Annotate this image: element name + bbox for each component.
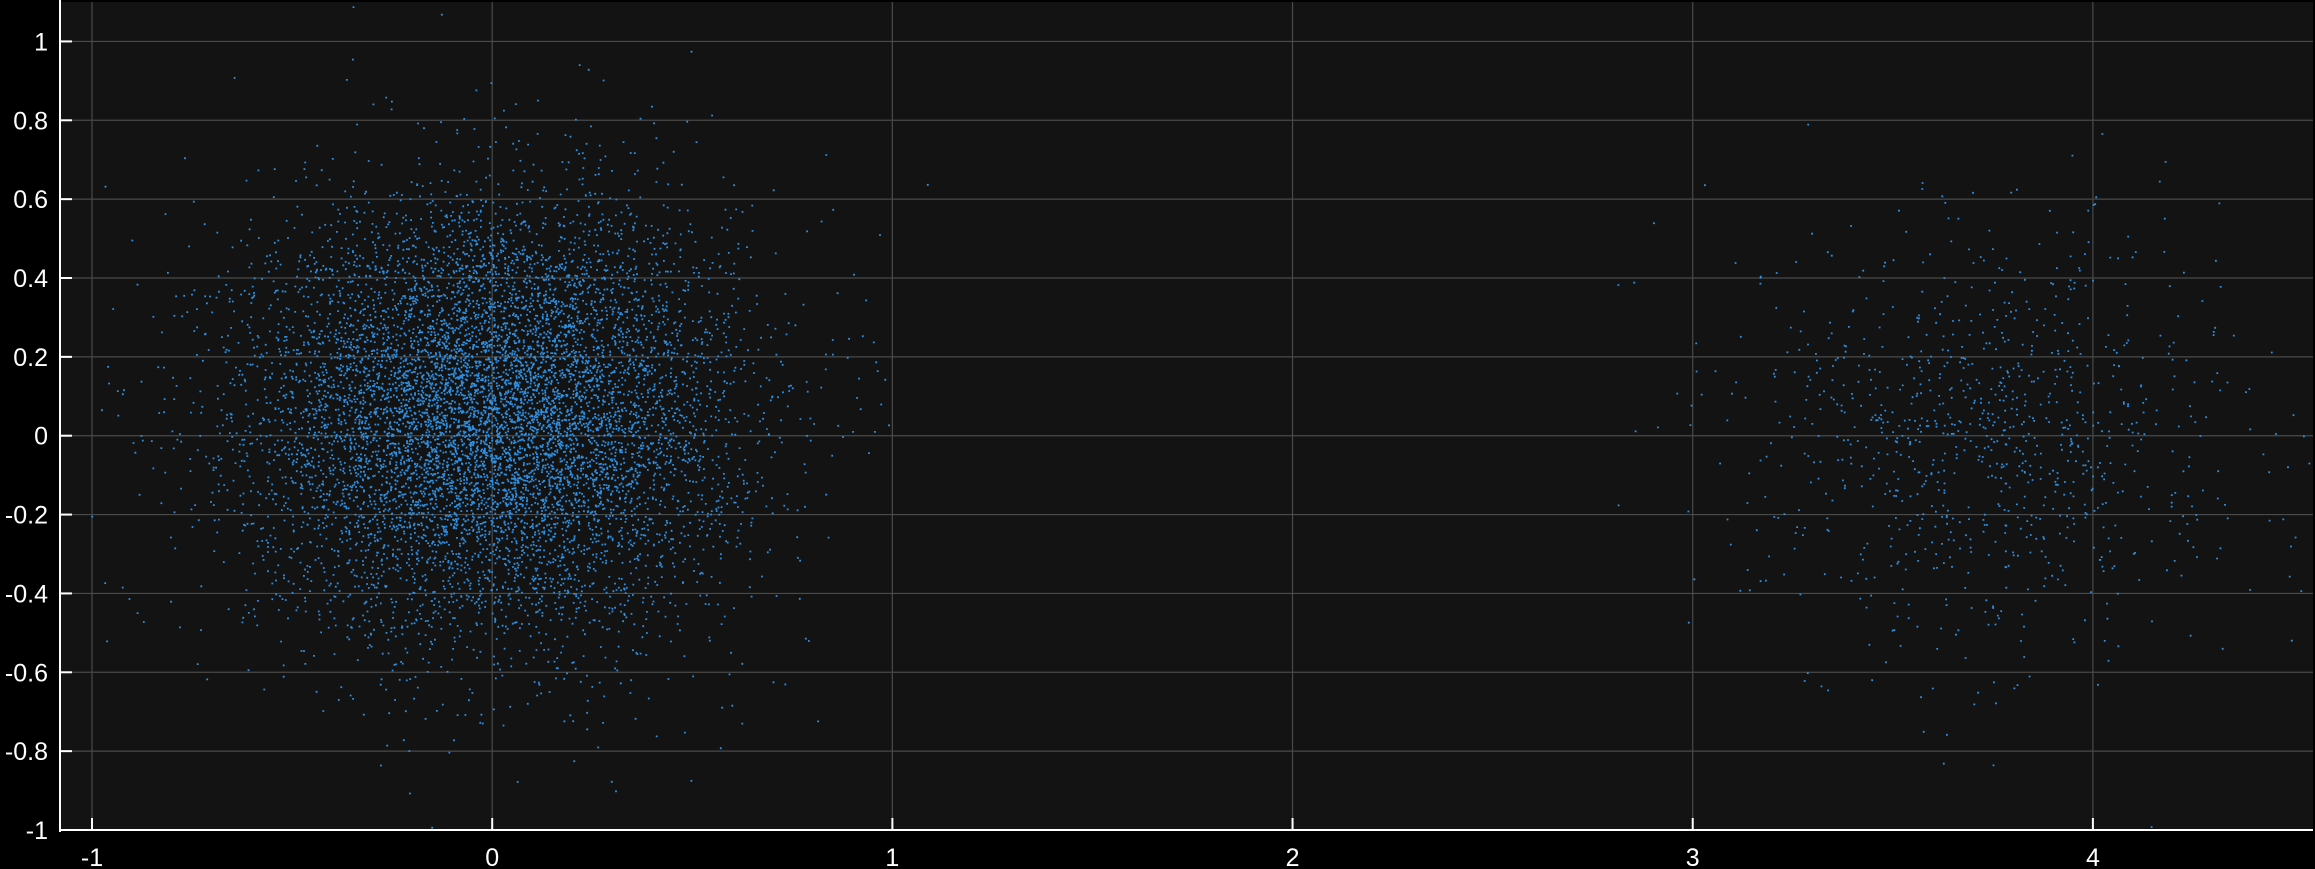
y-tick-label: 0 xyxy=(34,423,48,451)
grid-lines xyxy=(60,2,2313,831)
x-axis-ticks: -1 0 1 2 3 4 xyxy=(81,818,2100,869)
x-tick-label: 3 xyxy=(1686,844,1700,869)
plot-background xyxy=(60,2,2313,830)
y-tick-label: 0.6 xyxy=(13,186,48,214)
y-tick-label: -1 xyxy=(26,817,48,845)
y-tick-label: 0.2 xyxy=(13,344,48,372)
y-tick-label: 1 xyxy=(34,28,48,56)
y-tick-label: 0.4 xyxy=(13,265,48,293)
x-tick-label: 0 xyxy=(485,844,499,869)
y-tick-label: -0.8 xyxy=(5,738,48,766)
x-tick-label: 4 xyxy=(2086,844,2100,869)
x-tick-label: 2 xyxy=(1286,844,1300,869)
axes xyxy=(59,0,2313,832)
y-tick-label: 0.8 xyxy=(13,107,48,135)
y-axis-ticks: -1 -0.8 -0.6 -0.4 -0.2 0 0.2 0.4 0.6 0.8 1 xyxy=(5,28,72,845)
x-tick-label: -1 xyxy=(81,844,103,869)
y-tick-label: -0.4 xyxy=(5,580,48,608)
y-tick-label: -0.6 xyxy=(5,659,48,687)
y-tick-label: -0.2 xyxy=(5,502,48,530)
x-tick-label: 1 xyxy=(885,844,899,869)
